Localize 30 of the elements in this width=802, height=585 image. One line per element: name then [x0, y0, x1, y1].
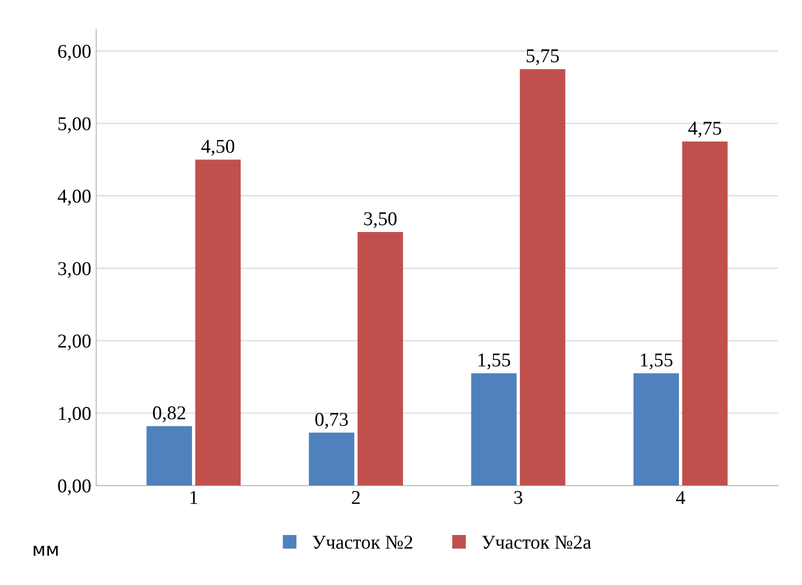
bar — [633, 373, 679, 486]
bar — [146, 426, 192, 486]
x-tick-label: 1 — [190, 491, 198, 504]
data-label: 1,55 — [640, 354, 672, 370]
data-label: 4,75 — [688, 122, 722, 138]
bar — [471, 373, 517, 486]
data-label: 4,50 — [201, 140, 234, 156]
data-label: 1,55 — [478, 354, 510, 370]
legend-label: Участок №2 — [312, 536, 412, 549]
y-tick-label: 1,00 — [59, 406, 91, 423]
text: мм — [34, 546, 58, 556]
y-tick-label: 3,00 — [58, 262, 91, 278]
bar — [520, 69, 566, 486]
bar — [682, 142, 728, 486]
y-tick-label: 4,00 — [58, 190, 91, 206]
x-tick-label: 4 — [676, 491, 686, 504]
x-tick-label: 2 — [352, 491, 360, 504]
y-tick-label: 2,00 — [58, 334, 91, 350]
data-label: 3,50 — [364, 212, 397, 228]
data-label: 0,73 — [315, 412, 348, 429]
data-label: 0,82 — [153, 406, 186, 422]
x-tick-label: 3 — [514, 491, 522, 504]
bar — [358, 232, 404, 486]
bar — [195, 160, 241, 486]
y-tick-label: 6,00 — [58, 44, 91, 61]
y-tick-label: 5,00 — [58, 117, 91, 134]
bar — [308, 432, 354, 486]
data-label: 5,75 — [526, 49, 559, 66]
y-tick-label: 0,00 — [58, 479, 91, 496]
legend-label: Участок №2а — [482, 536, 592, 549]
